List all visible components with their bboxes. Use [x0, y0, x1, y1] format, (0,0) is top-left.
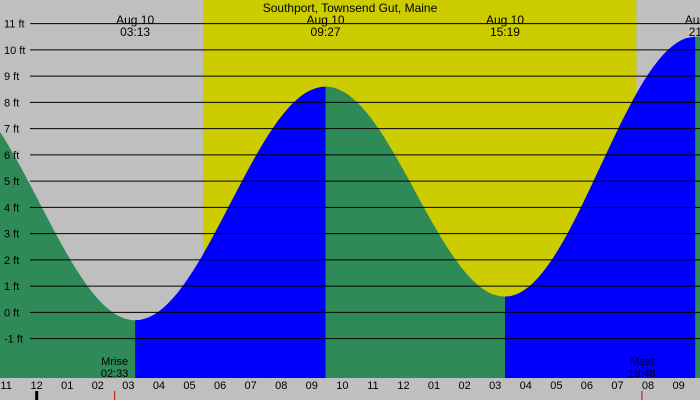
- moon-event-label: Mset: [630, 356, 654, 368]
- y-tick-label: 5 ft: [4, 176, 19, 188]
- y-tick-label: 1 ft: [4, 281, 19, 293]
- x-tick-label: 09: [306, 380, 318, 392]
- x-tick-label: 11: [0, 380, 11, 392]
- x-tick-label: 01: [428, 380, 440, 392]
- x-axis-band: [0, 378, 700, 400]
- falling-tide-area: [325, 86, 505, 378]
- extreme-time-label: 15:19: [490, 25, 520, 39]
- y-tick-label: 6 ft: [4, 150, 19, 162]
- extreme-date-label: Aug 10: [116, 13, 154, 27]
- extreme-date-label: Aug: [685, 13, 700, 27]
- x-tick-label: 10: [336, 380, 348, 392]
- extreme-time-label: 09:27: [311, 25, 341, 39]
- x-tick-label: 05: [550, 380, 562, 392]
- y-tick-label: -1 ft: [4, 334, 23, 346]
- x-tick-label: 09: [672, 380, 684, 392]
- x-tick-label: 06: [581, 380, 593, 392]
- y-tick-label: 11 ft: [4, 19, 25, 31]
- extreme-time-label: 21: [689, 25, 700, 39]
- moon-event-time: 02:33: [101, 368, 129, 380]
- extreme-date-label: Aug 10: [307, 13, 345, 27]
- y-tick-label: 3 ft: [4, 229, 19, 241]
- extreme-time-label: 03:13: [120, 25, 150, 39]
- x-tick-label: 03: [489, 380, 501, 392]
- x-tick-label: 08: [642, 380, 654, 392]
- y-tick-label: 7 ft: [4, 124, 19, 136]
- x-tick-label: 04: [153, 380, 165, 392]
- x-tick-label: 03: [122, 380, 134, 392]
- y-tick-label: 4 ft: [4, 202, 19, 214]
- y-tick-label: 2 ft: [4, 255, 19, 267]
- x-tick-label: 02: [459, 380, 471, 392]
- x-tick-label: 06: [214, 380, 226, 392]
- rising-tide-area: [135, 86, 326, 378]
- x-tick-label: 02: [92, 380, 104, 392]
- x-tick-label: 05: [183, 380, 195, 392]
- extreme-date-label: Aug 10: [486, 13, 524, 27]
- y-tick-label: 10 ft: [4, 45, 25, 57]
- y-tick-label: 9 ft: [4, 71, 19, 83]
- moon-event-time: 19:48: [628, 368, 656, 380]
- falling-tide-area: [0, 132, 136, 378]
- moon-event-label: Mrise: [101, 356, 128, 368]
- x-tick-label: 07: [611, 380, 623, 392]
- x-tick-label: 12: [31, 380, 43, 392]
- y-tick-label: 0 ft: [4, 307, 19, 319]
- x-tick-label: 12: [397, 380, 409, 392]
- x-tick-label: 04: [520, 380, 532, 392]
- y-tick-label: 8 ft: [4, 97, 19, 109]
- x-tick-label: 08: [275, 380, 287, 392]
- x-tick-label: 11: [367, 380, 378, 392]
- chart-title: Southport, Townsend Gut, Maine: [263, 1, 438, 15]
- x-tick-label: 07: [245, 380, 257, 392]
- x-tick-label: 01: [61, 380, 73, 392]
